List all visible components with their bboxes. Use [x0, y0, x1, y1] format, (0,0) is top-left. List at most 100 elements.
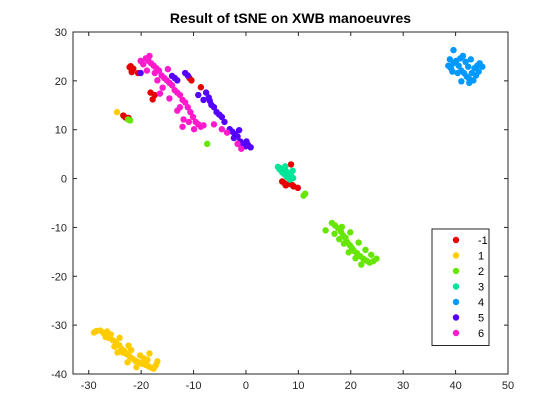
- data-point: [200, 122, 207, 129]
- data-point: [124, 116, 132, 123]
- data-point: [133, 363, 140, 371]
- data-point: [140, 355, 147, 362]
- data-point: [126, 63, 133, 71]
- data-point: [187, 108, 194, 116]
- data-point: [185, 118, 193, 126]
- legend-label: 3: [478, 282, 484, 294]
- x-tick-label: -10: [186, 380, 202, 392]
- data-point: [200, 96, 207, 104]
- data-point: [455, 62, 462, 69]
- data-point: [243, 138, 250, 145]
- data-point: [210, 104, 218, 111]
- data-point: [286, 176, 294, 183]
- data-point: [235, 127, 243, 134]
- data-point: [210, 121, 218, 128]
- data-point: [197, 84, 205, 91]
- data-point: [124, 359, 131, 366]
- y-tick-label: -10: [51, 222, 67, 234]
- series-5: [137, 69, 254, 151]
- legend-box: [431, 228, 490, 346]
- y-tick-label: -20: [51, 271, 67, 283]
- data-point: [234, 140, 241, 148]
- data-point: [223, 129, 231, 136]
- data-point: [218, 113, 226, 121]
- legend-marker: [452, 283, 460, 290]
- legend-label: 6: [478, 328, 484, 340]
- data-point: [147, 89, 154, 96]
- data-point: [116, 334, 123, 342]
- data-point: [128, 68, 135, 76]
- data-point: [345, 249, 352, 256]
- data-point: [164, 65, 172, 73]
- data-point: [146, 350, 153, 357]
- data-point: [454, 69, 461, 77]
- data-point: [362, 246, 369, 254]
- data-point: [181, 99, 189, 106]
- data-point: [331, 230, 338, 237]
- data-point: [355, 239, 362, 246]
- data-point: [127, 346, 135, 354]
- data-point: [114, 349, 121, 356]
- data-point: [151, 69, 158, 77]
- x-tick-label: -30: [81, 380, 97, 392]
- data-point: [119, 349, 126, 356]
- points-layer: [90, 46, 486, 372]
- data-point: [475, 68, 482, 75]
- data-point: [288, 181, 296, 189]
- data-point: [352, 255, 359, 262]
- data-point: [203, 140, 211, 148]
- data-point: [143, 67, 151, 74]
- legend-label: -1: [478, 235, 488, 247]
- data-point: [180, 116, 187, 123]
- data-point: [230, 134, 238, 142]
- data-point: [221, 118, 228, 126]
- data-point: [195, 91, 202, 99]
- data-point: [289, 167, 296, 174]
- data-point: [111, 343, 118, 350]
- data-point: [176, 104, 184, 111]
- series-4: [445, 46, 486, 87]
- data-point: [176, 91, 184, 99]
- x-tick-label: 40: [449, 380, 461, 392]
- legend-marker: [452, 298, 460, 306]
- legend-label: 5: [478, 313, 484, 325]
- y-tick-label: 10: [55, 125, 67, 137]
- data-point: [179, 123, 186, 130]
- data-point: [338, 223, 346, 231]
- legend-label: 2: [478, 266, 484, 278]
- x-tick-label: 50: [502, 380, 514, 392]
- data-point: [137, 57, 144, 65]
- data-point: [218, 126, 226, 133]
- data-point: [184, 72, 191, 79]
- data-point: [336, 235, 343, 243]
- data-point: [287, 161, 295, 168]
- data-point: [202, 89, 210, 96]
- chart-title: Result of tSNE on XWB manoeuvres: [170, 10, 411, 26]
- legend: -1 1 2 3 4 5 6: [431, 228, 490, 346]
- data-point: [282, 163, 289, 170]
- data-point: [166, 95, 173, 102]
- data-point: [281, 179, 288, 187]
- data-point: [368, 251, 375, 258]
- legend-label: 4: [478, 297, 484, 309]
- y-tick-label: -30: [51, 320, 67, 332]
- data-point: [113, 108, 121, 116]
- data-point: [358, 261, 365, 268]
- data-point: [294, 184, 302, 192]
- data-point: [276, 166, 283, 173]
- x-tick-label: -20: [133, 380, 149, 392]
- series-3: [274, 163, 297, 183]
- x-tick-label: 10: [292, 380, 304, 392]
- axes-box: [72, 31, 509, 375]
- data-point: [479, 63, 486, 70]
- data-point: [146, 52, 153, 60]
- data-point: [373, 255, 380, 262]
- data-point: [300, 192, 307, 199]
- x-tick-label: 20: [345, 380, 357, 392]
- legend-label: 1: [478, 251, 484, 263]
- data-point: [159, 84, 166, 91]
- data-point: [449, 68, 456, 75]
- y-tick-label: -40: [51, 369, 67, 381]
- data-point: [247, 144, 254, 151]
- data-point: [206, 97, 213, 105]
